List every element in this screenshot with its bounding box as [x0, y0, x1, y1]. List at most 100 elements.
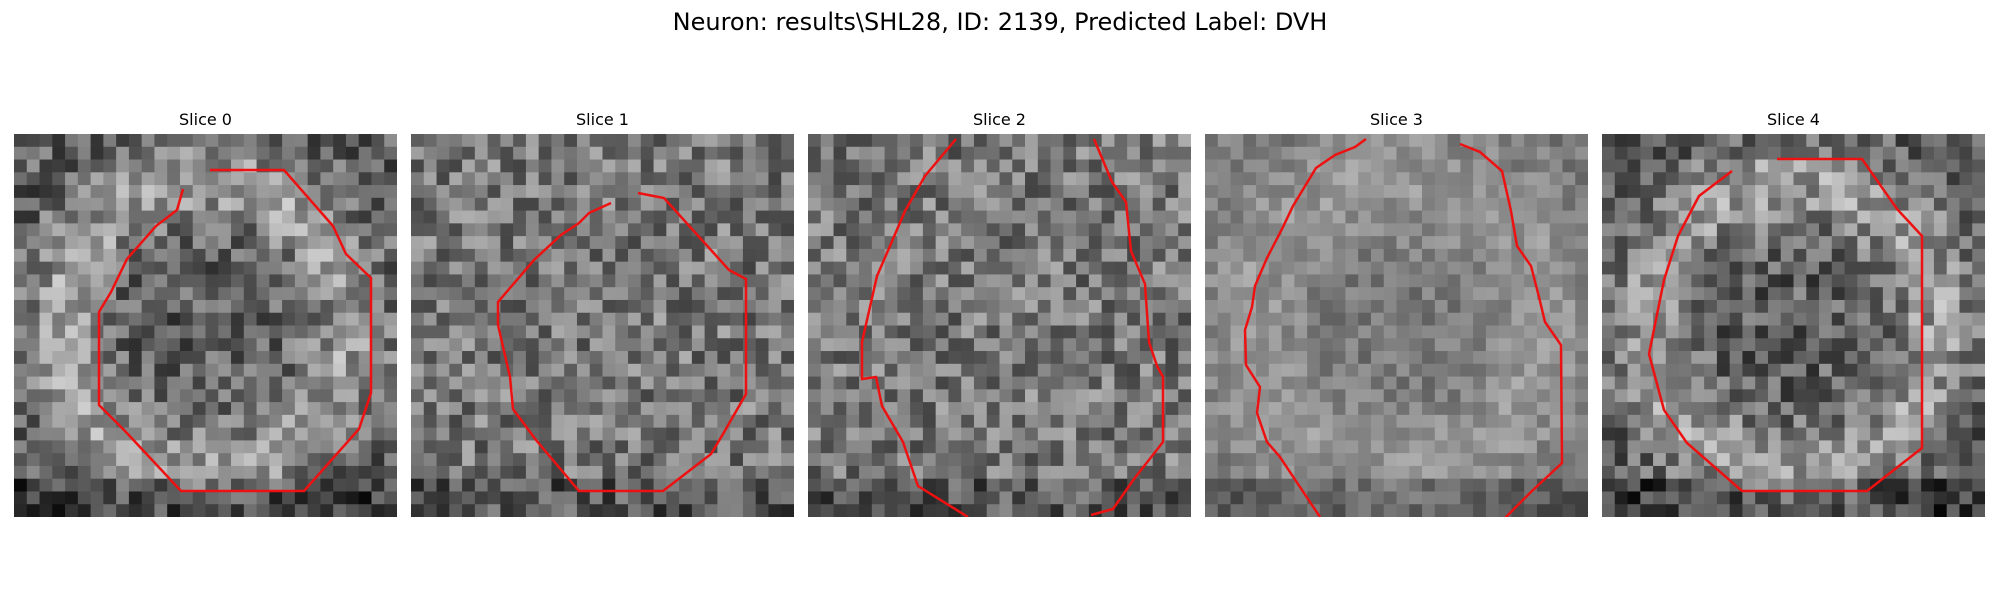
pixel [384, 414, 397, 429]
pixel [589, 312, 603, 326]
pixel [1370, 248, 1385, 263]
pixel [1281, 363, 1295, 377]
pixel [1473, 440, 1487, 454]
pixel [1307, 223, 1321, 237]
pixel [1370, 185, 1385, 199]
pixel [1933, 376, 1948, 390]
pixel [1037, 223, 1051, 237]
pixel [1178, 172, 1191, 186]
pixel [1549, 440, 1563, 454]
pixel [986, 146, 1000, 160]
pixel [653, 427, 667, 441]
pixel [474, 197, 488, 211]
pixel [1857, 159, 1871, 173]
pixel [449, 197, 463, 211]
pixel [500, 134, 514, 148]
pixel [307, 210, 321, 224]
pixel [1447, 427, 1461, 441]
pixel [345, 465, 360, 480]
pixel [116, 185, 130, 199]
pixel [1230, 389, 1244, 403]
pixel [1256, 236, 1270, 250]
pixel [1281, 338, 1295, 352]
pixel [1678, 363, 1692, 377]
pixel [282, 453, 296, 467]
pixel [1345, 504, 1359, 517]
pixel [179, 185, 194, 199]
pixel [1549, 185, 1563, 199]
pixel [1524, 185, 1538, 199]
pixel [423, 299, 437, 314]
pixel [1536, 261, 1551, 275]
pixel [116, 236, 130, 250]
pixel [487, 248, 501, 263]
pixel [1844, 236, 1858, 250]
pixel [884, 325, 898, 339]
pixel [1767, 440, 1782, 454]
pixel [628, 376, 642, 390]
pixel [333, 414, 347, 429]
pixel [704, 338, 718, 352]
pixel [628, 261, 642, 275]
pixel [52, 248, 66, 263]
pixel [628, 172, 642, 186]
pixel [628, 351, 642, 365]
pixel [999, 172, 1013, 186]
pixel [538, 402, 552, 416]
pixel [1447, 478, 1461, 492]
pixel [538, 159, 552, 173]
pixel [1870, 248, 1884, 263]
pixel [1025, 185, 1039, 199]
pixel [1256, 491, 1270, 505]
pixel [1870, 299, 1884, 314]
pixel [1409, 172, 1423, 186]
pixel [1332, 338, 1346, 352]
pixel [1575, 299, 1588, 314]
pixel [730, 223, 744, 237]
pixel [462, 223, 476, 237]
pixel [384, 185, 397, 199]
pixel [628, 389, 642, 403]
pixel [1473, 453, 1487, 467]
pixel [1614, 453, 1628, 467]
pixel [820, 376, 834, 390]
pixel [1012, 172, 1026, 186]
pixel [1806, 338, 1820, 352]
pixel [26, 402, 40, 416]
pixel [666, 197, 680, 211]
pixel [640, 325, 654, 339]
pixel [333, 478, 347, 492]
pixel [1370, 427, 1385, 441]
pixel [589, 338, 603, 352]
pixel [1243, 491, 1257, 505]
pixel [1268, 338, 1282, 352]
pixel [1704, 389, 1718, 403]
pixel [52, 504, 66, 517]
pixel [1640, 172, 1654, 186]
pixel [820, 274, 834, 288]
pixel [871, 287, 885, 301]
pixel [986, 465, 1000, 480]
pixel [1088, 376, 1103, 390]
pixel [1831, 159, 1845, 173]
pixel [1908, 376, 1922, 390]
pixel [1319, 197, 1334, 211]
pixel [859, 261, 873, 275]
pixel [449, 261, 463, 275]
pixel [628, 478, 642, 492]
pixel [1665, 402, 1679, 416]
pixel [576, 146, 591, 160]
pixel [500, 478, 514, 492]
pixel [1217, 389, 1231, 403]
pixel [449, 491, 463, 505]
pixel [384, 325, 397, 339]
pixel [116, 389, 130, 403]
pixel [973, 338, 988, 352]
pixel [948, 453, 962, 467]
pixel [1205, 376, 1219, 390]
pixel [1152, 491, 1166, 505]
pixel [1205, 299, 1219, 314]
pixel [615, 504, 629, 517]
pixel [1549, 223, 1563, 237]
pixel [922, 210, 937, 224]
